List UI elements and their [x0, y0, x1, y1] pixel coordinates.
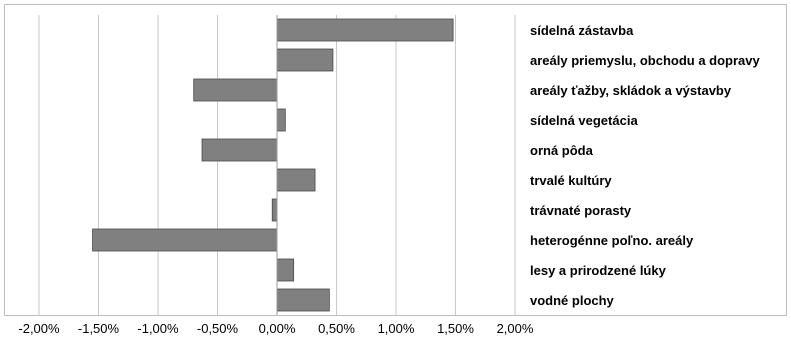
- bar: [276, 48, 334, 72]
- bar: [276, 18, 454, 42]
- x-tick-label: 0,00%: [259, 321, 296, 336]
- category-label: orná pôda: [530, 143, 594, 158]
- bar: [276, 288, 330, 312]
- bar: [92, 228, 278, 252]
- category-label: sídelná zástavba: [530, 23, 634, 38]
- category-label: vodné plochy: [530, 293, 615, 308]
- category-labels: sídelná zástavba areály priemyslu, obchod…: [530, 23, 761, 308]
- bar: [271, 198, 278, 222]
- category-label: sídelná vegetácia: [530, 113, 638, 128]
- bar: [201, 138, 278, 162]
- category-label: lesy a prirodzené lúky: [530, 263, 667, 278]
- x-tick-label: 1,00%: [378, 321, 415, 336]
- x-tick-label: 2,00%: [497, 321, 534, 336]
- bars: [92, 18, 454, 312]
- x-tick-label: -2,00%: [18, 321, 60, 336]
- bar: [276, 168, 316, 192]
- chart-frame: [4, 4, 787, 316]
- x-tick-label: -1,50%: [78, 321, 120, 336]
- category-label: trávnaté porasty: [530, 203, 632, 218]
- x-tick-label: 0,50%: [318, 321, 355, 336]
- x-tick-label: -0,50%: [197, 321, 239, 336]
- x-tick-label: -1,00%: [137, 321, 179, 336]
- category-label: heterogénne poľno. areály: [530, 233, 694, 248]
- x-tick-label: 1,50%: [437, 321, 474, 336]
- bar: [276, 258, 295, 282]
- category-label: areály ťažby, skládok a výstavby: [530, 83, 732, 98]
- grid-lines: [38, 15, 516, 315]
- bar: [276, 108, 286, 132]
- x-axis: -2,00% -1,50% -1,00% -0,50% 0,00% 0,50% 1,00% 1…: [18, 15, 534, 336]
- category-label: trvalé kultúry: [530, 173, 612, 188]
- category-label: areály priemyslu, obchodu a dopravy: [530, 53, 761, 68]
- bar: [193, 78, 278, 102]
